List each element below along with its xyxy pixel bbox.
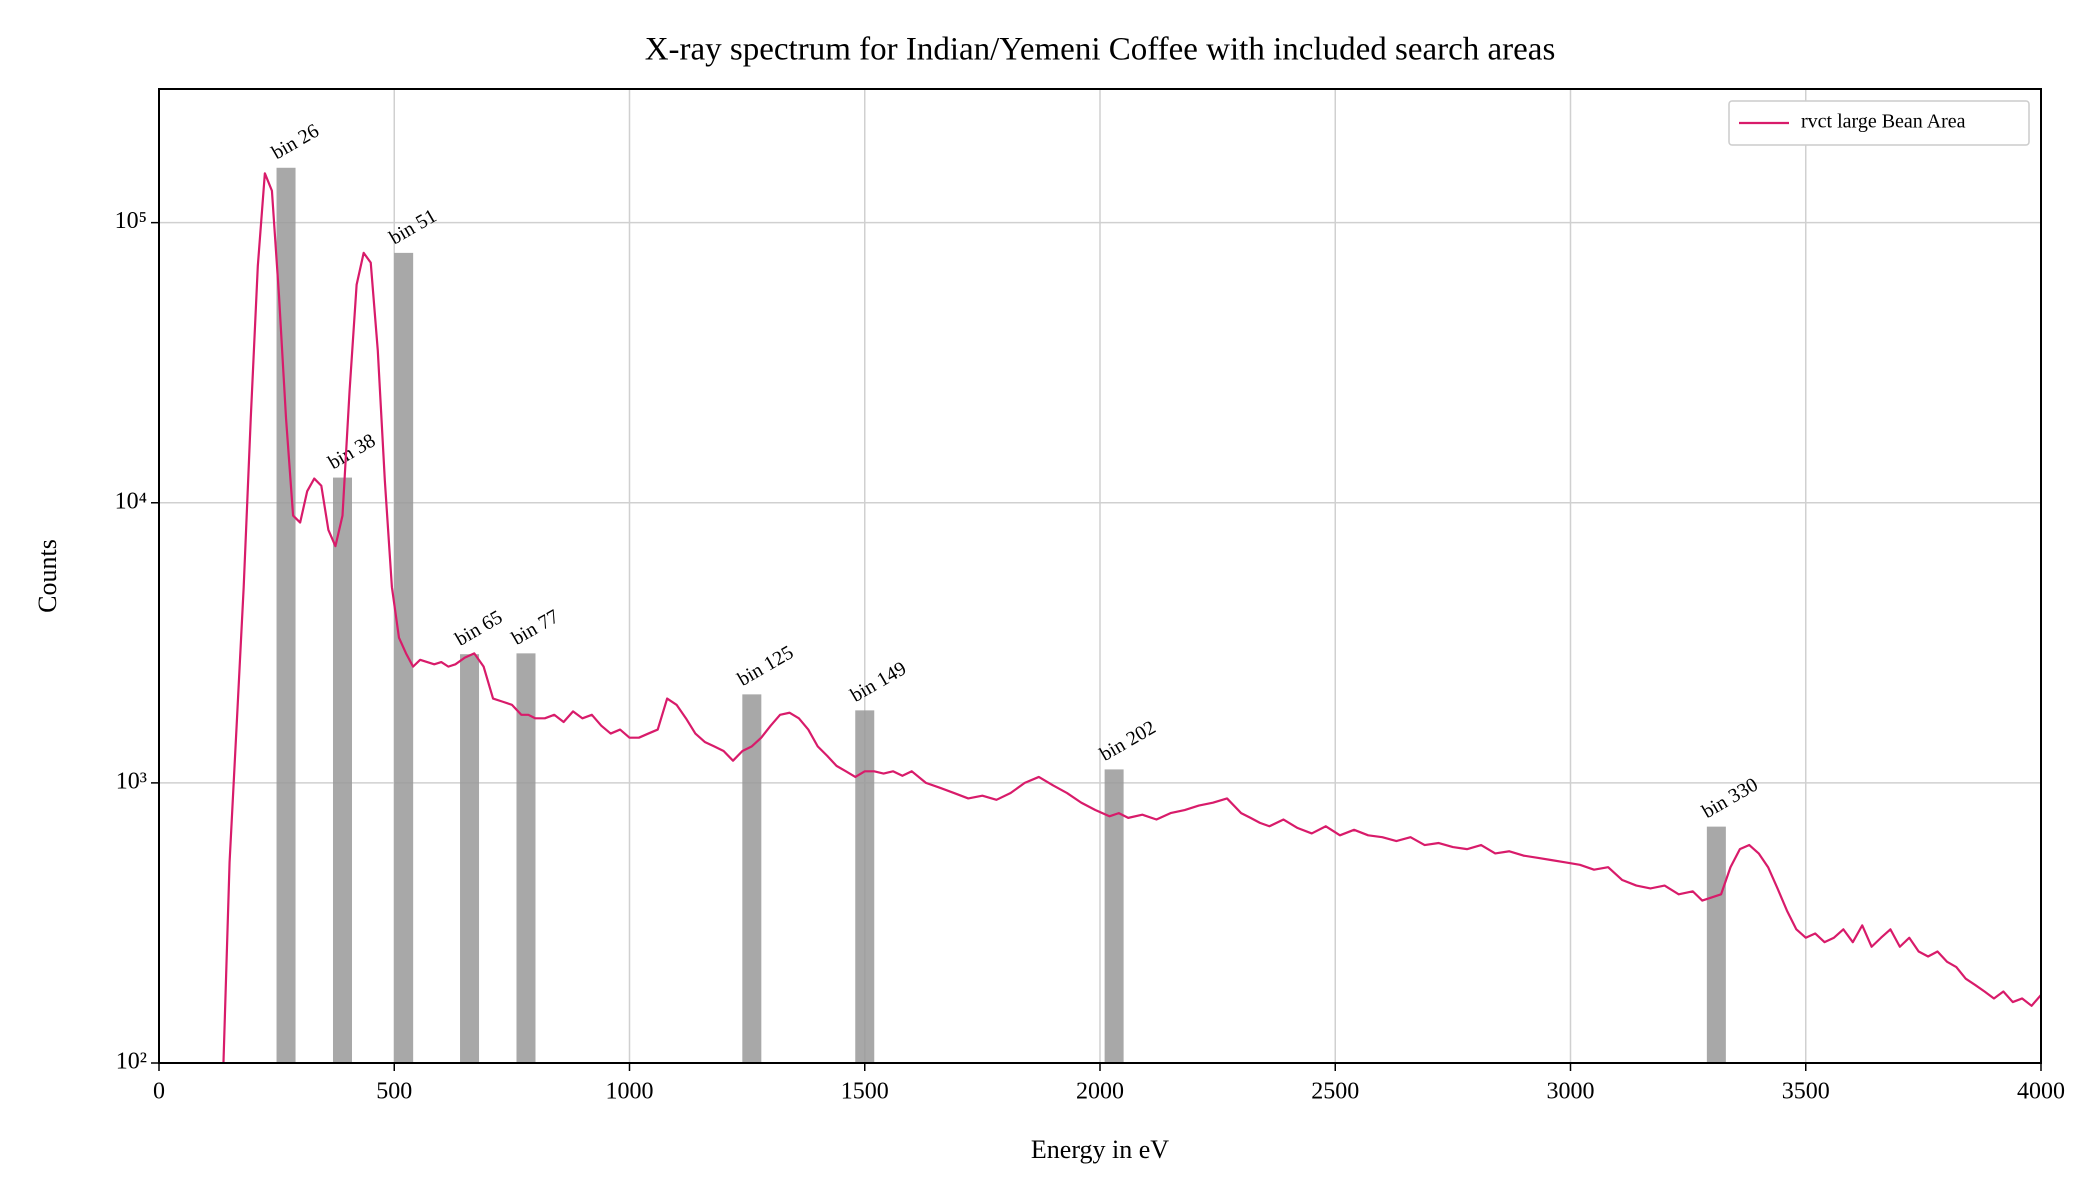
chart-title: X-ray spectrum for Indian/Yemeni Coffee … <box>645 32 1556 68</box>
x-tick-label: 1500 <box>841 1079 889 1105</box>
legend-box <box>1728 100 2030 146</box>
search-area-bar <box>394 252 414 1063</box>
y-axis-label: Counts <box>33 539 62 613</box>
search-area-bar <box>742 694 762 1063</box>
x-tick-label: 3000 <box>1547 1079 1595 1105</box>
x-tick-label: 2000 <box>1076 1079 1124 1105</box>
y-tick-label: 10² <box>116 1049 147 1075</box>
y-tick-label: 10⁵ <box>115 208 147 234</box>
y-tick-label: 10³ <box>116 768 147 794</box>
x-tick-label: 0 <box>153 1079 165 1105</box>
x-axis-label: Energy in eV <box>1031 1135 1169 1164</box>
x-tick-label: 2500 <box>1311 1079 1359 1105</box>
y-tick-label: 10⁴ <box>115 488 147 514</box>
search-area-bar <box>1104 769 1124 1063</box>
search-area-bar <box>276 167 296 1063</box>
x-tick-label: 500 <box>376 1079 412 1105</box>
plot-frame <box>158 88 2042 1064</box>
search-area-bar <box>855 710 875 1063</box>
search-area-bar <box>332 477 352 1063</box>
x-tick-label: 3500 <box>1782 1079 1830 1105</box>
search-area-bar <box>516 653 536 1063</box>
x-tick-label: 4000 <box>2017 1079 2065 1105</box>
x-tick-label: 1000 <box>606 1079 654 1105</box>
legend-label: rvct large Bean Area <box>1801 111 1966 133</box>
search-area-bar <box>1706 826 1726 1063</box>
search-area-bar <box>460 654 480 1063</box>
spectrum-line <box>222 172 2041 1063</box>
legend: rvct large Bean Area <box>1728 100 2030 146</box>
